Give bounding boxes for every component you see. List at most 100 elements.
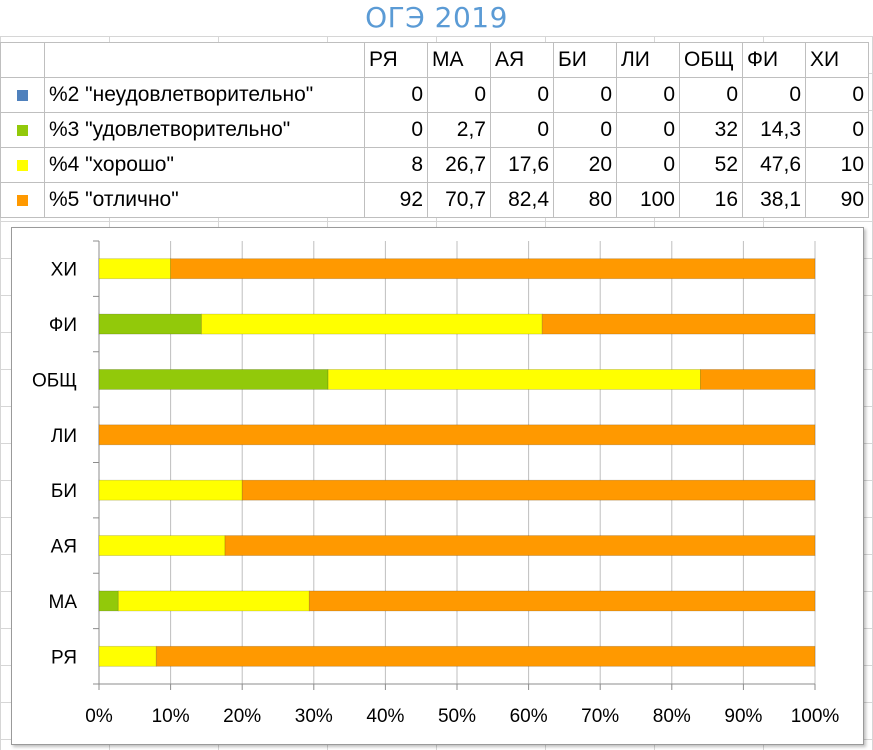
bar-segment[interactable] xyxy=(98,313,202,335)
x-tick-label: 10% xyxy=(152,706,190,727)
chart-area[interactable]: 0% 10% 20% 30% 40% 50% 60% 70% 80% 90% 100% РЯ МА АЯ Б… xyxy=(11,227,864,745)
table-cell[interactable]: 32 xyxy=(679,112,743,148)
category-label: РЯ xyxy=(51,647,77,668)
category-label: БИ xyxy=(51,481,77,502)
table-cell[interactable]: 10 xyxy=(805,147,869,183)
x-tick-label: 30% xyxy=(295,706,333,727)
table-cell[interactable]: 0 xyxy=(490,112,554,148)
bar-segment[interactable] xyxy=(98,479,243,501)
table-cell[interactable]: 82,4 xyxy=(490,182,554,218)
table-cell[interactable]: 0 xyxy=(553,112,617,148)
bar-segment[interactable] xyxy=(200,313,543,335)
category-label: ХИ xyxy=(51,260,77,281)
table-cell[interactable]: 100 xyxy=(616,182,680,218)
table-cell[interactable]: 0 xyxy=(616,112,680,148)
bar-segment[interactable] xyxy=(98,258,171,280)
row-label[interactable]: %4 "хорошо" xyxy=(44,147,365,183)
table-cell[interactable]: 0 xyxy=(490,77,554,113)
table-cell[interactable]: 17,6 xyxy=(490,147,554,183)
series-color-marker xyxy=(17,89,28,101)
bar-segment[interactable] xyxy=(541,313,816,335)
row-label[interactable]: %5 "отлично" xyxy=(44,182,365,218)
category-label: ОБЩ xyxy=(32,370,77,391)
page-title: ОГЭ 2019 xyxy=(365,1,508,34)
bar-segment[interactable] xyxy=(170,258,816,280)
table-cell[interactable]: 0 xyxy=(742,77,806,113)
column-header[interactable]: МА xyxy=(427,42,491,78)
table-row: %2 "неудовлетворительно" 0 0 0 0 0 0 0 0 xyxy=(0,77,869,113)
table-cell[interactable]: 8 xyxy=(364,147,428,183)
row-label[interactable]: %2 "неудовлетворительно" xyxy=(44,77,365,113)
table-cell[interactable]: 0 xyxy=(805,77,869,113)
table-row: %5 "отлично" 92 70,7 82,4 80 100 16 38,1… xyxy=(0,182,869,218)
stacked-bar-chart: 0% 10% 20% 30% 40% 50% 60% 70% 80% 90% 100% РЯ МА АЯ Б… xyxy=(32,240,840,727)
bar-segment[interactable] xyxy=(241,479,816,501)
bar-segment[interactable] xyxy=(700,369,816,390)
column-header[interactable]: ЛИ xyxy=(616,42,680,78)
bar-segment[interactable] xyxy=(117,590,310,612)
column-header[interactable]: БИ xyxy=(553,42,617,78)
x-tick-label: 90% xyxy=(724,706,762,727)
column-header[interactable]: РЯ xyxy=(364,42,428,78)
series-marker-cell xyxy=(0,147,45,183)
category-label: АЯ xyxy=(51,537,77,558)
bar-segment[interactable] xyxy=(224,535,816,556)
x-tick-label: 0% xyxy=(85,706,113,727)
column-header[interactable]: АЯ xyxy=(490,42,554,78)
bar-segment[interactable] xyxy=(98,535,226,556)
bar-segment[interactable] xyxy=(98,645,157,667)
bar-segment[interactable] xyxy=(98,590,119,612)
column-header[interactable]: ФИ xyxy=(742,42,806,78)
table-row: %3 "удовлетворительно" 0 2,7 0 0 0 32 14… xyxy=(0,112,869,148)
bar-segment[interactable] xyxy=(98,424,816,446)
table-cell[interactable]: 92 xyxy=(364,182,428,218)
x-tick-label: 20% xyxy=(223,706,261,727)
table-cell[interactable]: 26,7 xyxy=(427,147,491,183)
table-cell[interactable]: 70,7 xyxy=(427,182,491,218)
series-marker-cell xyxy=(0,182,45,218)
series-color-marker xyxy=(17,124,28,136)
series-marker-cell xyxy=(0,77,45,113)
header-blank xyxy=(44,42,365,78)
series-color-marker xyxy=(17,194,28,206)
table-cell[interactable]: 0 xyxy=(679,77,743,113)
table-cell[interactable]: 0 xyxy=(364,112,428,148)
table-cell[interactable]: 0 xyxy=(805,112,869,148)
x-tick-label: 50% xyxy=(438,706,476,727)
bar-segment[interactable] xyxy=(155,645,816,667)
table-cell[interactable]: 0 xyxy=(364,77,428,113)
table-cell[interactable]: 0 xyxy=(616,77,680,113)
x-tick-label: 100% xyxy=(791,706,840,727)
table-cell[interactable]: 0 xyxy=(427,77,491,113)
x-tick-label: 80% xyxy=(653,706,691,727)
table-cell[interactable]: 90 xyxy=(805,182,869,218)
data-table: РЯ МА АЯ БИ ЛИ ОБЩ ФИ ХИ %2 "неудовлетво… xyxy=(0,42,869,218)
table-cell[interactable]: 47,6 xyxy=(742,147,806,183)
column-header[interactable]: ОБЩ xyxy=(679,42,743,78)
x-tick-label: 40% xyxy=(366,706,404,727)
bar-segment[interactable] xyxy=(327,369,701,390)
table-cell[interactable]: 52 xyxy=(679,147,743,183)
series-color-marker xyxy=(17,159,28,171)
table-cell[interactable]: 80 xyxy=(553,182,617,218)
bar-segment[interactable] xyxy=(98,369,329,390)
series-marker-cell xyxy=(0,112,45,148)
row-label[interactable]: %3 "удовлетворительно" xyxy=(44,112,365,148)
table-cell[interactable]: 38,1 xyxy=(742,182,806,218)
table-row: %4 "хорошо" 8 26,7 17,6 20 0 52 47,6 10 xyxy=(0,147,869,183)
category-label: ЛИ xyxy=(51,426,77,447)
table-cell[interactable]: 0 xyxy=(616,147,680,183)
table-cell[interactable]: 14,3 xyxy=(742,112,806,148)
category-label: МА xyxy=(49,592,78,613)
x-tick-label: 60% xyxy=(510,706,548,727)
category-label: ФИ xyxy=(49,315,77,336)
header-corner xyxy=(0,42,45,78)
table-cell[interactable]: 0 xyxy=(553,77,617,113)
table-cell[interactable]: 20 xyxy=(553,147,617,183)
bar-segment[interactable] xyxy=(308,590,816,612)
table-header-row: РЯ МА АЯ БИ ЛИ ОБЩ ФИ ХИ xyxy=(0,42,869,78)
table-cell[interactable]: 16 xyxy=(679,182,743,218)
x-tick-label: 70% xyxy=(581,706,619,727)
column-header[interactable]: ХИ xyxy=(805,42,869,78)
table-cell[interactable]: 2,7 xyxy=(427,112,491,148)
